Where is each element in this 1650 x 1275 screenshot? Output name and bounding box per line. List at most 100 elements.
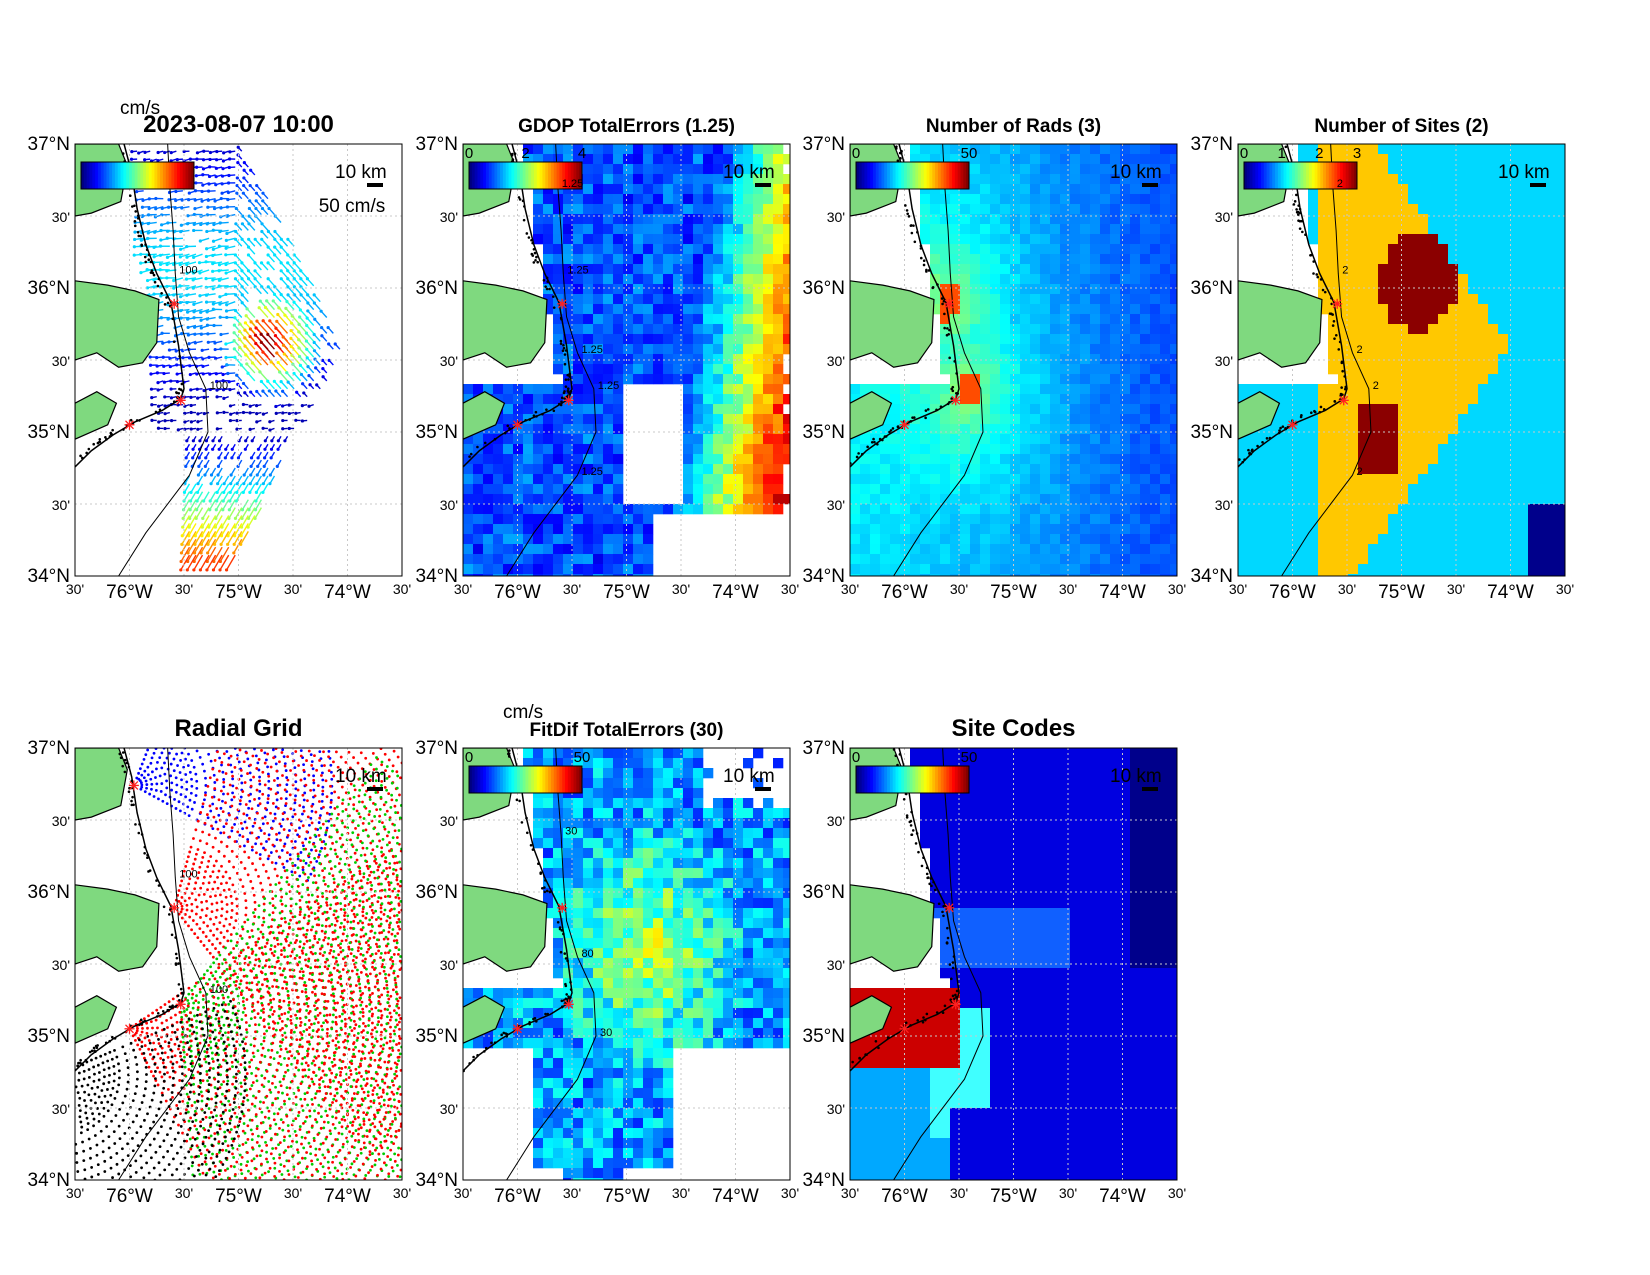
heatmap-cell [990, 434, 1001, 445]
heatmap-cell [1548, 144, 1559, 155]
heatmap-cell [1418, 224, 1429, 235]
current-vector-head [286, 277, 290, 281]
heatmap-cell [1308, 154, 1319, 165]
heatmap-cell [1010, 264, 1021, 275]
heatmap-cell [463, 464, 474, 475]
heatmap-cell [1338, 324, 1349, 335]
heatmap-cell [1170, 374, 1177, 385]
heatmap-cell [940, 254, 951, 265]
current-vector-head [249, 473, 253, 477]
heatmap-cell [1020, 244, 1031, 255]
heatmap-cell [1050, 564, 1061, 575]
heatmap-cell [553, 304, 564, 315]
current-vector-head [280, 404, 285, 408]
heatmap-cell [593, 494, 604, 505]
heatmap-cell [633, 264, 644, 275]
current-vector-head [255, 183, 259, 188]
heatmap-cell [1498, 164, 1509, 175]
heatmap-cell [1518, 224, 1529, 235]
current-vector-head [187, 191, 191, 195]
heatmap-cell [683, 494, 694, 505]
heatmap-cell [1000, 314, 1011, 325]
heatmap-cell [1368, 184, 1379, 195]
coast-dot [440, 477, 443, 480]
colorbar-swatch [89, 162, 93, 189]
current-vector-head [298, 308, 303, 312]
current-vector-head [243, 391, 247, 395]
heatmap-cell [1080, 474, 1091, 485]
heatmap-cell [850, 384, 861, 395]
heatmap-cell [1130, 234, 1141, 245]
current-vector-head [192, 212, 196, 217]
heatmap-cell [1120, 384, 1131, 395]
heatmap-cell [1060, 534, 1071, 545]
heatmap-cell [1348, 214, 1359, 225]
heatmap-cell [603, 254, 614, 265]
current-vector-head [218, 229, 222, 234]
heatmap-cell [543, 204, 554, 215]
heatmap-cell [940, 204, 951, 215]
heatmap-cell [930, 224, 941, 235]
colorbar-swatch [103, 162, 107, 189]
heatmap-cell [850, 564, 861, 575]
current-vector-head [219, 542, 223, 546]
heatmap-cell [1120, 294, 1131, 305]
heatmap-cell [980, 264, 991, 275]
heatmap-cell [930, 234, 941, 245]
colorbar-swatch [162, 162, 167, 189]
heatmap-cell [1328, 224, 1339, 235]
heatmap-cell [1100, 524, 1111, 535]
heatmap-cell [753, 284, 764, 295]
heatmap-cell [940, 354, 951, 365]
current-vector [219, 546, 230, 562]
heatmap-cell [950, 304, 961, 315]
heatmap-cell [523, 454, 534, 465]
heatmap-cell [653, 504, 664, 515]
heatmap-cell [890, 464, 901, 475]
heatmap-cell [1030, 344, 1041, 355]
heatmap-cell [1060, 234, 1071, 245]
current-vector-head [220, 365, 224, 369]
current-vector-head [159, 294, 163, 298]
colorbar-swatch [567, 162, 572, 189]
coast-dot [154, 410, 158, 414]
coast-dot [444, 472, 447, 475]
heatmap-cell [723, 274, 734, 285]
heatmap-cell [960, 554, 971, 565]
heatmap-cell [1170, 324, 1177, 335]
heatmap-cell [960, 234, 971, 245]
heatmap-cell [763, 214, 774, 225]
heatmap-cell [583, 314, 594, 325]
current-vector-head [253, 261, 257, 265]
heatmap-cell [1368, 254, 1379, 265]
heatmap-cell [773, 354, 784, 365]
current-vector-head [156, 426, 161, 430]
current-vector-head [206, 205, 210, 209]
heatmap-cell [593, 564, 604, 575]
heatmap-cell [563, 484, 574, 495]
colorbar-swatch [576, 162, 580, 189]
current-vector-head [232, 551, 236, 555]
heatmap-cell [743, 414, 754, 425]
coast-dot [926, 408, 930, 411]
coast-dot [98, 440, 102, 444]
heatmap-cell [1518, 314, 1529, 325]
heatmap-cell [890, 554, 901, 565]
heatmap-cell [950, 474, 961, 485]
current-vector-head [150, 403, 154, 407]
land [463, 280, 548, 368]
coast-dot [941, 302, 944, 306]
current-vector-head [211, 307, 215, 311]
heatmap-cell [493, 514, 504, 525]
current-vector-head [289, 328, 293, 333]
current-vector [233, 348, 243, 358]
heatmap-cell [533, 424, 544, 435]
heatmap-cell [543, 514, 554, 525]
heatmap-cell [1080, 544, 1091, 555]
current-vector-head [217, 456, 221, 460]
heatmap-cell [593, 174, 604, 185]
heatmap-cell [663, 374, 674, 385]
heatmap-cell [613, 164, 624, 175]
heatmap-cell [783, 264, 790, 275]
land [75, 390, 118, 440]
